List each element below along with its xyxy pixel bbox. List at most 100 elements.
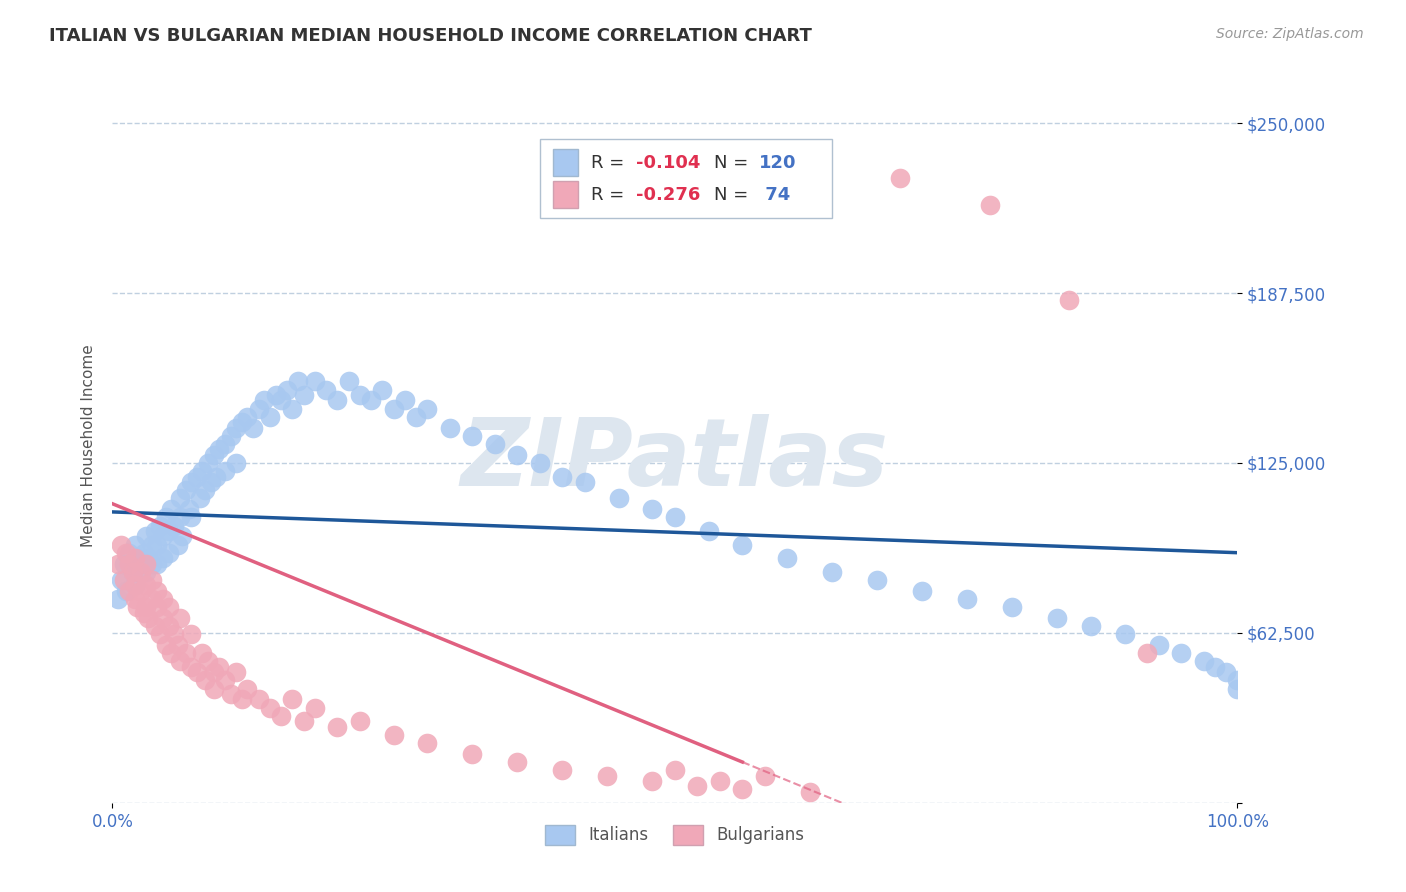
Point: [349, 714, 371, 729]
Point: [664, 763, 686, 777]
Point: [686, 780, 709, 794]
Point: [143, 524, 166, 538]
Point: [188, 491, 211, 506]
Point: [152, 591, 174, 606]
Point: [259, 700, 281, 714]
Point: [143, 619, 166, 633]
Point: [146, 600, 169, 615]
Point: [607, 491, 630, 506]
Point: [141, 557, 163, 571]
Point: [202, 681, 225, 696]
Point: [152, 551, 174, 566]
Point: [1114, 627, 1136, 641]
Point: [186, 665, 208, 680]
FancyBboxPatch shape: [554, 181, 578, 209]
Point: [141, 573, 163, 587]
Point: [1136, 646, 1159, 660]
Point: [124, 551, 146, 566]
Point: [157, 600, 180, 615]
Point: [1080, 619, 1102, 633]
Point: [112, 557, 135, 571]
Point: [264, 388, 287, 402]
Point: [1170, 646, 1192, 660]
Point: [157, 619, 180, 633]
Point: [1204, 660, 1226, 674]
Point: [124, 591, 146, 606]
Point: [709, 774, 731, 789]
Point: [135, 600, 157, 615]
Point: [911, 583, 934, 598]
Point: [110, 573, 132, 587]
Point: [304, 700, 326, 714]
Text: 74: 74: [759, 186, 790, 203]
Point: [382, 728, 405, 742]
Point: [107, 591, 129, 606]
Point: [979, 198, 1001, 212]
Point: [152, 611, 174, 625]
Point: [236, 409, 259, 424]
Point: [270, 393, 292, 408]
Point: [866, 573, 889, 587]
Point: [118, 546, 141, 560]
Point: [169, 491, 191, 506]
Point: [200, 475, 222, 489]
Point: [484, 437, 506, 451]
Point: [799, 785, 821, 799]
Point: [596, 769, 619, 783]
Point: [231, 415, 253, 429]
Point: [135, 565, 157, 579]
Point: [118, 557, 141, 571]
Point: [1147, 638, 1170, 652]
Point: [135, 578, 157, 592]
Point: [394, 393, 416, 408]
Point: [247, 401, 270, 416]
Point: [281, 692, 304, 706]
Point: [574, 475, 596, 489]
Point: [506, 755, 529, 769]
Point: [169, 510, 191, 524]
Point: [461, 747, 484, 761]
Point: [225, 665, 247, 680]
Point: [641, 502, 664, 516]
Point: [337, 375, 360, 389]
Point: [155, 510, 177, 524]
Point: [180, 510, 202, 524]
Point: [371, 383, 394, 397]
Point: [202, 448, 225, 462]
Point: [405, 409, 427, 424]
Point: [292, 388, 315, 402]
Point: [141, 591, 163, 606]
Point: [180, 660, 202, 674]
Point: [326, 720, 349, 734]
Point: [197, 456, 219, 470]
Point: [115, 546, 138, 560]
Point: [956, 591, 979, 606]
Point: [174, 483, 197, 498]
Point: [129, 583, 152, 598]
Point: [135, 529, 157, 543]
Point: [157, 546, 180, 560]
Legend: Italians, Bulgarians: Italians, Bulgarians: [538, 818, 811, 852]
Point: [253, 393, 276, 408]
Point: [360, 393, 382, 408]
Text: R =: R =: [591, 186, 630, 203]
Point: [149, 518, 172, 533]
Point: [225, 456, 247, 470]
Point: [1046, 611, 1069, 625]
Point: [754, 769, 776, 783]
Point: [146, 537, 169, 551]
FancyBboxPatch shape: [540, 139, 832, 218]
Point: [326, 393, 349, 408]
Point: [697, 524, 720, 538]
Point: [1215, 665, 1237, 680]
Point: [157, 524, 180, 538]
Point: [231, 692, 253, 706]
Point: [138, 551, 160, 566]
Point: [160, 502, 183, 516]
Point: [205, 469, 228, 483]
Point: [202, 665, 225, 680]
Point: [259, 409, 281, 424]
Point: [281, 401, 304, 416]
Point: [115, 583, 138, 598]
Point: [214, 464, 236, 478]
